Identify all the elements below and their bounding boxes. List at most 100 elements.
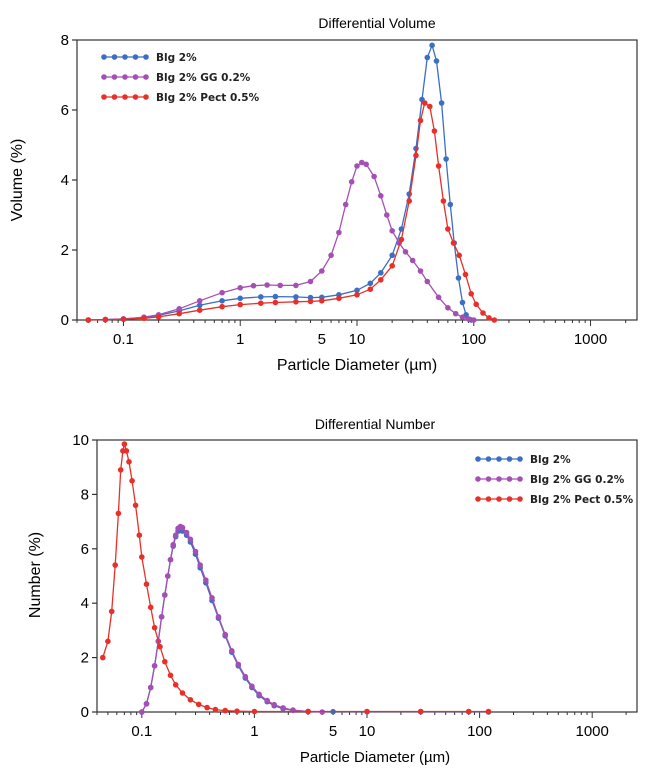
series-line — [102, 443, 489, 713]
legend-swatch-marker — [506, 496, 513, 502]
data-point — [371, 173, 377, 180]
y-tick-label: 0 — [81, 704, 89, 721]
legend-swatch-marker — [506, 456, 513, 462]
y-axis-ticks: 0 2 4 6 8 10 — [72, 432, 97, 721]
series-0 — [85, 42, 475, 323]
data-point — [429, 42, 435, 49]
data-point — [471, 317, 477, 323]
legend-swatch-marker — [122, 74, 128, 80]
data-point — [162, 592, 168, 598]
data-point — [435, 163, 442, 169]
data-point — [450, 240, 457, 246]
x-tick-label: 1000 — [576, 723, 609, 740]
data-point — [139, 709, 145, 715]
legend-swatch-marker — [496, 456, 502, 462]
data-point — [196, 298, 203, 304]
data-point — [136, 532, 143, 538]
data-point — [447, 201, 454, 208]
legend-swatch-marker — [111, 94, 118, 100]
legend-entry: Blg 2% GG 0.2% — [475, 474, 625, 486]
series-2 — [100, 441, 492, 715]
data-point — [271, 701, 278, 708]
data-point — [378, 277, 384, 283]
legend-entry: Blg 2% Pect 0.5% — [101, 92, 260, 104]
data-point — [443, 156, 449, 162]
series-2 — [85, 100, 498, 323]
data-point — [456, 252, 463, 259]
legend-label: Blg 2% GG 0.2% — [156, 72, 251, 84]
data-point — [132, 502, 139, 509]
data-point — [123, 448, 130, 454]
legend-swatch-marker — [132, 94, 139, 100]
data-point — [237, 295, 243, 302]
y-tick-label: 6 — [81, 541, 89, 558]
legend-swatch-marker — [517, 496, 523, 502]
data-point — [359, 159, 365, 166]
data-point — [424, 54, 431, 61]
y-axis-label: Number (%) — [27, 532, 44, 618]
data-point — [402, 249, 409, 255]
data-point — [234, 708, 240, 714]
data-point — [126, 459, 132, 465]
data-point — [354, 292, 360, 298]
legend-swatch-marker — [101, 54, 107, 60]
y-tick-label: 8 — [81, 486, 89, 503]
data-point — [195, 701, 202, 708]
data-point — [417, 268, 424, 274]
legend-swatch-marker — [111, 54, 118, 60]
data-point — [459, 314, 466, 321]
series-0 — [139, 527, 492, 715]
data-point — [293, 299, 299, 305]
data-point — [151, 624, 158, 631]
data-point — [367, 286, 374, 293]
data-point — [328, 252, 334, 259]
data-point — [486, 315, 492, 321]
legend-label: Blg 2% GG 0.2% — [530, 474, 625, 486]
data-point — [256, 691, 262, 698]
x-tick-label: 0.1 — [113, 331, 134, 348]
data-point — [129, 478, 135, 484]
legend-swatch-marker — [475, 456, 481, 462]
data-point — [139, 554, 145, 560]
x-tick-label: 1000 — [574, 331, 607, 348]
data-point — [237, 285, 243, 291]
legend-entry: Blg 2% — [101, 52, 197, 64]
y-tick-label: 6 — [61, 102, 69, 119]
legend: Blg 2% Blg 2% GG 0.2% Blg 2% Pect 0.5% — [475, 454, 634, 506]
data-point — [413, 152, 419, 159]
data-point — [389, 228, 396, 234]
data-point — [143, 581, 150, 587]
data-point — [348, 179, 355, 185]
legend-swatch-marker — [122, 94, 128, 100]
legend-swatch-marker — [111, 74, 118, 80]
data-point — [121, 441, 128, 447]
data-point — [229, 648, 235, 654]
data-point — [258, 294, 264, 300]
data-point — [212, 706, 219, 713]
y-tick-label: 4 — [61, 172, 69, 189]
data-point — [307, 278, 314, 285]
legend-swatch-marker — [475, 496, 481, 502]
legend: Blg 2% Blg 2% GG 0.2% Blg 2% Pect 0.5% — [101, 52, 260, 104]
x-tick-label: 10 — [349, 331, 366, 348]
legend-swatch-marker — [143, 94, 149, 100]
data-point — [117, 467, 124, 473]
chart-title: Differential Number — [315, 416, 436, 432]
series-line — [141, 529, 489, 713]
x-axis-label: Particle Diameter (µm) — [300, 749, 450, 766]
data-point — [363, 161, 370, 168]
legend-swatch-marker — [517, 456, 523, 462]
differential-number-chart: Differential Number 0 2 4 6 8 10 0.1 1 5 10 100 10… — [27, 416, 638, 766]
x-tick-label: 1 — [250, 723, 258, 740]
data-point — [272, 299, 279, 306]
data-point — [491, 317, 498, 323]
data-point — [307, 298, 314, 305]
legend-swatch-marker — [485, 496, 492, 502]
data-point — [465, 708, 472, 715]
data-point — [179, 690, 186, 696]
data-point — [378, 270, 384, 276]
y-tick-label: 10 — [72, 432, 89, 449]
legend-label: Blg 2% Pect 0.5% — [530, 494, 634, 506]
data-point — [336, 295, 342, 302]
